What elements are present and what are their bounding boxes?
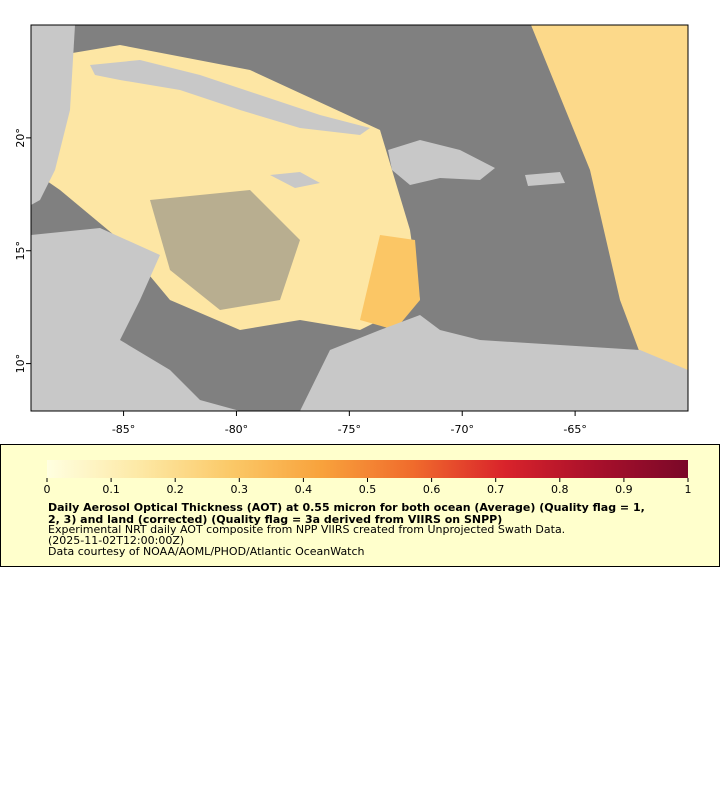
colorbar-tick-label: 0.1 [102,483,120,496]
colorbar-tick-label: 0.6 [423,483,441,496]
x-tick-label: -70° [450,423,473,436]
caption-line: (2025-11-02T12:00:00Z) [48,534,184,547]
colorbar-tick-label: 0.3 [231,483,249,496]
land [270,172,320,188]
land [525,172,565,186]
y-tick-label: 10° [14,354,27,374]
land [31,228,240,411]
aerosol-gap [150,190,300,310]
land [300,315,688,411]
x-tick-label: -85° [112,423,135,436]
caption-title: 2, 3) and land (corrected) (Quality flag… [48,513,502,526]
colorbar-tick-label: 1 [685,483,692,496]
colorbar-tick-label: 0.8 [551,483,569,496]
colorbar-tick-label: 0.7 [487,483,505,496]
x-tick-label: -75° [338,423,361,436]
x-tick-label: -80° [225,423,248,436]
x-tick-label: -65° [563,423,586,436]
colorbar [47,460,688,478]
map-frame [30,24,689,412]
caption-title: Daily Aerosol Optical Thickness (AOT) at… [48,501,645,514]
aerosol-region [360,235,420,330]
colorbar-tick-label: 0.5 [359,483,377,496]
colorbar-tick-label: 0.2 [166,483,184,496]
colorbar-tick-label: 0.9 [615,483,633,496]
colorbar-tick-label: 0 [44,483,51,496]
caption-line: Data courtesy of NOAA/AOML/PHOD/Atlantic… [48,545,365,558]
land [388,140,495,185]
aerosol-swath [531,25,688,400]
colorbar-tick-label: 0.4 [295,483,313,496]
map [30,24,689,412]
land [31,25,75,205]
caption-line: Experimental NRT daily AOT composite fro… [48,523,565,536]
y-tick-label: 15° [14,241,27,261]
y-tick-label: 20° [14,128,27,148]
land [90,60,370,135]
